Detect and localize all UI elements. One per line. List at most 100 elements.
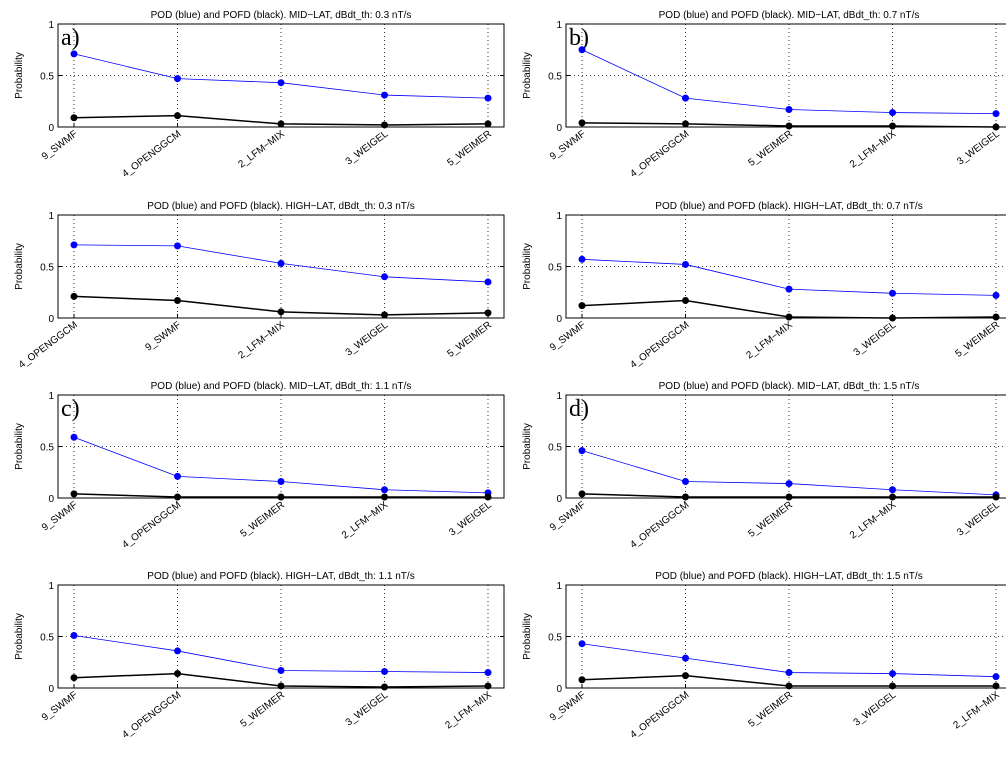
y-tick-label: 0.5	[40, 72, 54, 83]
data-point	[578, 447, 586, 455]
data-point	[785, 682, 793, 690]
data-point	[277, 478, 285, 486]
data-point	[992, 493, 1000, 501]
chart-panel: 0 0.5 1 4_OPENGGCM 9_SWMF 2_LFM−MIX 3_WEIGEL 5_…	[14, 201, 505, 371]
y-axis-label: Probability	[14, 243, 25, 290]
y-tick-label: 0.5	[40, 263, 54, 274]
y-tick-label: 0.5	[548, 72, 562, 83]
y-tick-label: 1	[556, 20, 562, 31]
y-tick-label: 0	[556, 123, 562, 134]
x-tick-label: 2_LFM−MIX	[340, 499, 391, 541]
chart-panel: 0 0.5 1 9_SWMF 4_OPENGGCM 2_LFM−MIX 3_WEIGEL 5_…	[14, 10, 505, 180]
panel-letter: d)	[569, 396, 589, 422]
x-tick-label: 3_WEIGEL	[852, 319, 899, 358]
x-tick-label: 5_WEIMER	[445, 129, 493, 169]
data-point	[70, 631, 78, 639]
chart-title: POD (blue) and POFD (black). MID−LAT, dB…	[151, 381, 412, 392]
x-tick-label: 9_SWMF	[548, 129, 588, 163]
data-point	[174, 75, 181, 83]
data-point	[992, 110, 1000, 118]
data-point	[70, 433, 78, 441]
data-point	[785, 480, 793, 488]
x-tick-label: 9_SWMF	[40, 129, 80, 163]
chart-panel: 0 0.5 1 9_SWMF 4_OPENGGCM 5_WEIMER 2_LFM−MIX 3_…	[522, 381, 1006, 551]
x-tick-label: 4_OPENGGCM	[628, 129, 691, 180]
data-point	[889, 109, 896, 117]
chart-title: POD (blue) and POFD (black). MID−LAT, dB…	[659, 10, 920, 21]
y-tick-label: 0	[48, 494, 54, 505]
data-point	[992, 123, 1000, 131]
data-point	[682, 296, 689, 304]
data-point	[578, 640, 586, 648]
data-point	[889, 314, 896, 322]
x-tick-label: 4_OPENGGCM	[628, 320, 691, 371]
chart-title: POD (blue) and POFD (black). MID−LAT, dB…	[659, 381, 920, 392]
data-point	[381, 668, 388, 676]
x-tick-label: 4_OPENGGCM	[628, 690, 691, 741]
x-tick-label: 3_WEIGEL	[344, 128, 391, 167]
data-point	[785, 669, 793, 677]
data-point	[277, 493, 285, 501]
x-tick-label: 4_OPENGGCM	[120, 129, 183, 180]
data-point	[484, 493, 492, 501]
x-tick-label: 3_WEIGEL	[447, 499, 494, 538]
data-point	[484, 278, 492, 286]
data-point	[70, 292, 78, 300]
x-tick-label: 3_WEIGEL	[955, 128, 1002, 167]
x-tick-label: 9_SWMF	[40, 500, 80, 534]
data-point	[785, 313, 793, 321]
data-point	[682, 260, 689, 268]
data-point	[174, 670, 181, 678]
x-tick-label: 9_SWMF	[40, 690, 80, 724]
data-point	[381, 683, 388, 691]
x-tick-label: 9_SWMF	[548, 500, 588, 534]
data-point	[889, 289, 896, 297]
x-tick-label: 2_LFM−MIX	[951, 689, 1002, 731]
data-point	[277, 120, 285, 128]
x-tick-label: 9_SWMF	[548, 690, 588, 724]
data-point	[578, 676, 586, 684]
y-tick-label: 0	[48, 684, 54, 695]
data-point	[484, 309, 492, 317]
chart-title: POD (blue) and POFD (black). HIGH−LAT, d…	[655, 571, 922, 582]
data-point	[889, 493, 896, 501]
chart-panel: 0 0.5 1 9_SWMF 4_OPENGGCM 5_WEIMER 3_WEIGEL 2_L…	[14, 571, 505, 741]
chart-title: POD (blue) and POFD (black). MID−LAT, dB…	[151, 10, 412, 21]
x-tick-label: 2_LFM−MIX	[744, 319, 795, 361]
x-tick-label: 9_SWMF	[143, 320, 183, 354]
data-point	[682, 654, 689, 662]
data-point	[484, 669, 492, 677]
data-point	[992, 682, 1000, 690]
x-tick-label: 5_WEIMER	[445, 320, 493, 360]
data-point	[381, 121, 388, 129]
chart-panel: 0 0.5 1 9_SWMF 4_OPENGGCM 5_WEIMER 3_WEIGEL 2_L…	[522, 571, 1006, 741]
x-tick-label: 2_LFM−MIX	[848, 128, 899, 170]
x-tick-label: 2_LFM−MIX	[443, 689, 494, 731]
data-point	[682, 493, 689, 501]
chart-title: POD (blue) and POFD (black). HIGH−LAT, d…	[147, 201, 414, 212]
data-point	[277, 682, 285, 690]
data-point	[70, 674, 78, 682]
x-tick-label: 5_WEIMER	[746, 500, 794, 540]
panel-letter: c)	[61, 396, 80, 422]
data-point	[682, 672, 689, 680]
x-tick-label: 4_OPENGGCM	[120, 500, 183, 551]
data-point	[578, 490, 586, 498]
panel-letter: a)	[61, 25, 80, 51]
data-point	[381, 273, 388, 281]
data-point	[277, 259, 285, 267]
x-tick-label: 5_WEIMER	[953, 320, 1001, 360]
y-tick-label: 0	[556, 494, 562, 505]
y-tick-label: 0	[48, 123, 54, 134]
data-point	[70, 114, 78, 122]
data-point	[174, 493, 181, 501]
y-tick-label: 1	[556, 211, 562, 222]
y-tick-label: 1	[48, 391, 54, 402]
x-tick-label: 5_WEIMER	[238, 500, 286, 540]
data-point	[381, 486, 388, 494]
data-point	[785, 105, 793, 113]
chart-panel: 0 0.5 1 9_SWMF 4_OPENGGCM 5_WEIMER 2_LFM−MIX 3_…	[14, 381, 505, 551]
data-point	[682, 94, 689, 102]
y-tick-label: 0.5	[548, 443, 562, 454]
